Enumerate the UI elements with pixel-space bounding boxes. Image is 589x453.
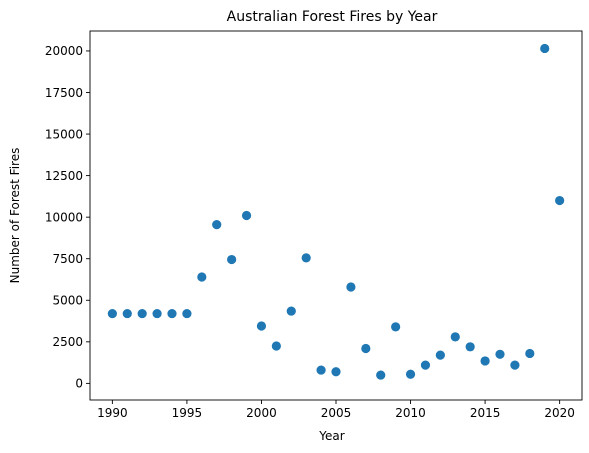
data-point [331,367,341,377]
data-point [301,253,311,263]
x-tick-label: 2020 [544,406,575,420]
data-point [361,343,371,354]
chart-title: Australian Forest Fires by Year [227,9,438,25]
data-point [376,370,386,380]
data-point [212,220,222,230]
data-point [450,332,460,342]
x-tick-label: 1995 [172,406,203,420]
y-tick-label: 7500 [52,252,83,266]
data-point [465,342,475,352]
data-point [316,365,326,375]
y-axis-label: Number of Forest Fires [8,148,22,284]
y-tick-label: 20000 [45,44,83,58]
y-axis: 0 2500 5000 7500 10000 12500 15000 17500 20000 [45,44,90,391]
x-axis: 1990 1995 2000 2005 2010 2015 2020 [97,400,575,420]
data-point [346,282,356,292]
data-point [510,360,520,370]
x-tick-label: 2015 [470,406,501,420]
data-point [435,350,445,360]
x-tick-label: 1990 [97,406,128,420]
data-point [540,43,550,54]
y-tick-label: 5000 [52,294,83,308]
data-point [197,272,207,282]
data-point [107,308,117,319]
plot-frame [89,30,583,401]
data-point [420,360,431,370]
y-tick-label: 17500 [45,86,83,100]
data-point [405,369,416,379]
data-point [152,308,162,319]
x-tick-label: 2010 [395,406,426,420]
data-point [137,308,147,319]
data-point [391,322,401,332]
data-point [495,349,505,359]
data-point [271,341,281,351]
data-point [480,356,490,366]
data-point [525,348,535,359]
x-tick-label: 2005 [321,406,352,420]
data-point [241,210,252,221]
data-point [286,306,296,316]
y-tick-label: 10000 [45,210,83,224]
data-point [167,308,177,319]
plot-area [107,43,565,380]
x-axis-label: Year [318,429,344,443]
data-point [227,254,237,265]
data-point [122,308,132,319]
y-tick-label: 2500 [52,335,83,349]
x-tick-label: 2000 [246,406,277,420]
y-tick-label: 0 [75,377,83,391]
y-tick-label: 12500 [45,169,83,183]
data-point [182,308,192,319]
y-tick-label: 15000 [45,127,83,141]
data-point [256,321,267,331]
data-point [555,195,565,206]
